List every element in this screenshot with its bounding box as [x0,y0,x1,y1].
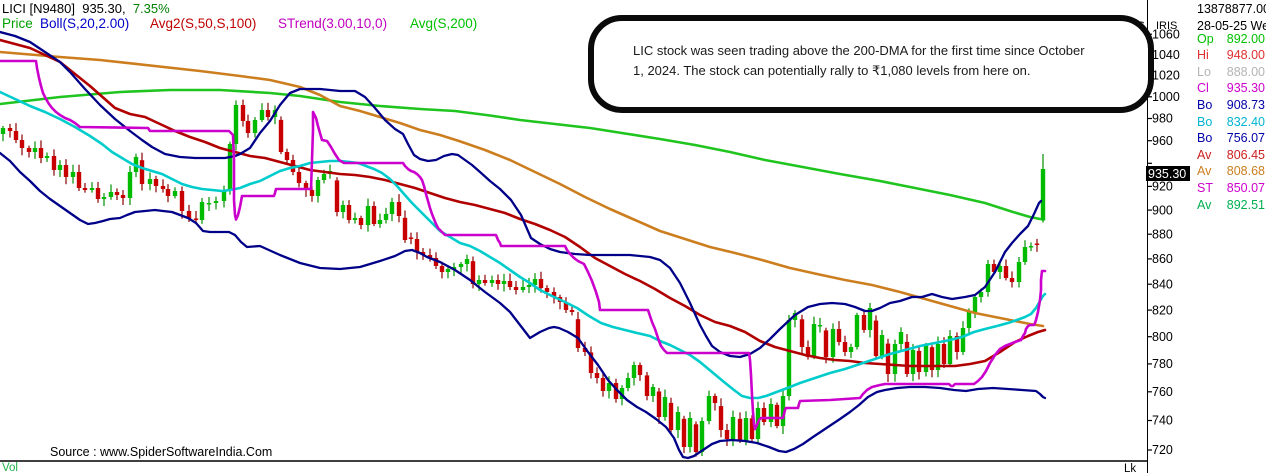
svg-text:IRIS: IRIS [1156,20,1177,32]
svg-text:760: 760 [1152,385,1173,399]
svg-text:1060: 1060 [1152,27,1180,41]
svg-text:1040: 1040 [1152,48,1180,62]
svg-text:1000: 1000 [1152,90,1180,104]
svg-text:Vol: Vol [2,462,18,473]
svg-text:780: 780 [1152,357,1173,371]
svg-text:740: 740 [1152,414,1173,428]
svg-text:880: 880 [1152,227,1173,241]
svg-text:1020: 1020 [1152,69,1180,83]
svg-text:920: 920 [1152,180,1173,194]
svg-text:Lk: Lk [1124,463,1136,473]
svg-text:900: 900 [1152,203,1173,217]
svg-text:860: 860 [1152,252,1173,266]
svg-text:935.30: 935.30 [1148,167,1186,181]
svg-text:980: 980 [1152,112,1173,126]
svg-text:960: 960 [1152,134,1173,148]
svg-text:720: 720 [1152,443,1173,457]
svg-text:840: 840 [1152,277,1173,291]
svg-text:820: 820 [1152,303,1173,317]
svg-text:800: 800 [1152,330,1173,344]
